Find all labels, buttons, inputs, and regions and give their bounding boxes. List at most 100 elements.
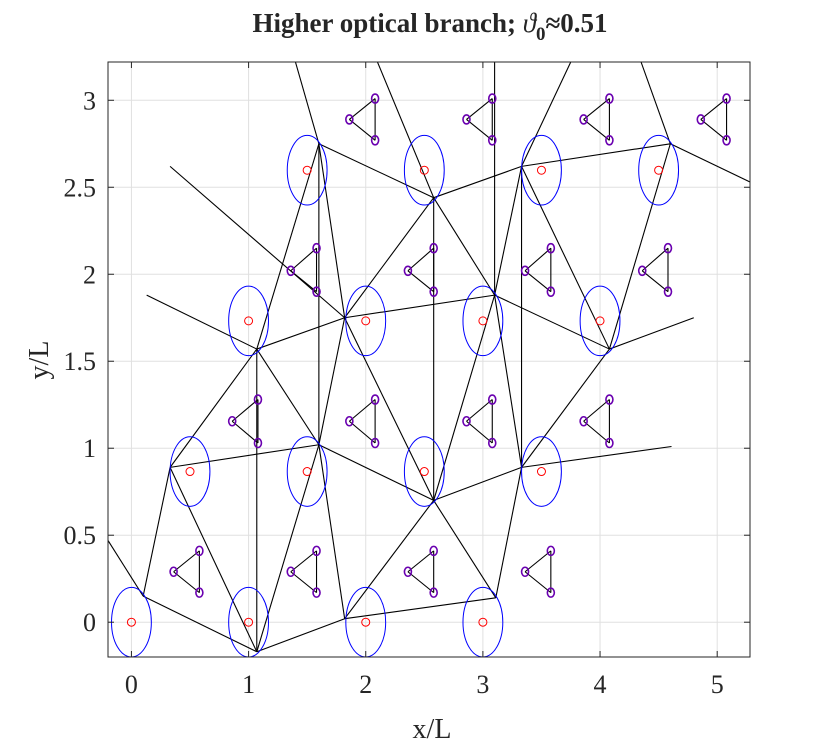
dot-marker [429,587,438,598]
dot-marker [253,437,263,449]
y-tick-label: 2 [83,260,96,289]
group-link [290,571,317,594]
network-line [256,348,320,446]
site-ellipse [286,134,328,206]
x-tick-label: 3 [476,670,489,699]
site-ellipse [521,134,562,206]
dot-marker [605,93,614,104]
group-link [348,98,376,120]
group-link [466,420,493,444]
dot-marker [663,242,673,254]
dot-marker [370,134,380,146]
group-link [641,270,669,293]
group-link [583,420,610,444]
group-link [641,247,669,272]
group-link [348,118,376,141]
network-line [318,444,346,619]
title-subscript: 0 [536,24,546,45]
dot-marker [370,93,380,104]
dot-marker [520,566,530,578]
site-ellipse [169,436,211,507]
dot-marker [546,242,556,254]
network-line [521,62,572,167]
site-ellipse [345,285,387,357]
site-marker [536,467,546,477]
x-tick-label: 0 [125,670,138,699]
network-line [609,317,694,350]
dot-marker [370,394,380,405]
group-link [173,571,200,594]
group-link [348,399,376,422]
network-line [344,597,496,620]
dot-marker [462,114,471,125]
group-link [348,420,376,444]
dot-marker [429,242,438,254]
group-link [290,270,317,293]
dot-marker [312,242,321,254]
site-marker [126,617,136,627]
dot-marker [312,545,321,557]
network-line [344,197,435,319]
network-line [494,294,610,350]
dot-marker [253,394,263,405]
site-marker [185,467,195,477]
y-tick-label: 0.5 [64,521,97,550]
network-line [256,317,345,350]
site-marker [654,165,664,175]
y-tick-label: 2.5 [64,173,97,202]
dot-marker [429,545,438,557]
network-line [376,62,435,198]
group-link [290,550,317,573]
y-tick-label: 0 [83,608,96,637]
network-line [256,143,320,350]
network-line [494,166,523,296]
network-line [433,466,522,501]
group-link [407,247,435,272]
group-link [407,270,435,293]
group-link [583,118,610,141]
group-link [407,550,435,573]
network-line [318,444,434,501]
group-link [700,98,727,120]
title-text: Higher optical branch; [252,8,522,38]
dot-marker [637,265,647,277]
dot-marker [370,437,380,449]
network-line [170,444,319,468]
network-line [521,445,672,468]
site-ellipse [286,436,328,507]
dot-marker [312,286,321,297]
site-ellipse [462,285,504,357]
dot-marker [487,437,497,449]
site-marker [361,617,371,627]
dot-marker [403,566,413,578]
x-axis-label: x/L [413,714,452,745]
network-line [521,143,671,167]
dot-marker [696,114,706,125]
network-line [521,348,610,468]
site-marker [302,467,312,477]
network-line [433,500,497,599]
network-line [256,618,345,653]
site-marker [302,165,312,175]
dot-marker [605,437,614,449]
network-line [169,165,346,319]
network-line [494,295,523,468]
dot-marker [579,114,588,125]
network-line [670,143,750,183]
dot-marker [169,566,178,578]
dot-marker [487,134,497,146]
network-line [142,467,171,597]
site-marker [419,165,429,175]
grid [108,62,750,657]
x-tick-label: 5 [711,670,724,699]
x-tick-label: 4 [594,670,607,699]
group-link [524,550,552,573]
site-ellipse [403,134,445,206]
dot-marker [429,286,438,297]
group-link [466,98,493,120]
dot-marker [195,545,204,557]
group-link [583,98,610,120]
network-line [169,467,258,653]
site-ellipse [403,436,445,507]
